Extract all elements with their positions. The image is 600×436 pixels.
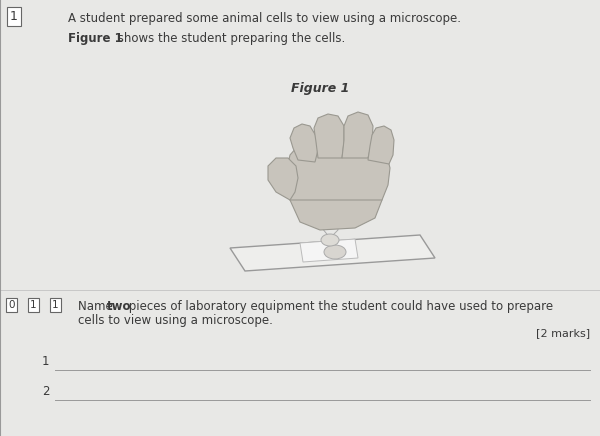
Text: two: two bbox=[107, 300, 131, 313]
Text: 1: 1 bbox=[30, 300, 37, 310]
Polygon shape bbox=[300, 239, 358, 262]
Text: pieces of laboratory equipment the student could have used to prepare: pieces of laboratory equipment the stude… bbox=[125, 300, 553, 313]
Text: A student prepared some animal cells to view using a microscope.: A student prepared some animal cells to … bbox=[68, 12, 461, 25]
Polygon shape bbox=[314, 114, 344, 158]
Text: 1: 1 bbox=[10, 10, 18, 23]
Text: 2: 2 bbox=[42, 385, 49, 398]
Text: [2 marks]: [2 marks] bbox=[536, 328, 590, 338]
Polygon shape bbox=[230, 235, 435, 271]
Text: Figure 1: Figure 1 bbox=[68, 32, 123, 45]
Text: 0: 0 bbox=[8, 300, 14, 310]
Text: shows the student preparing the cells.: shows the student preparing the cells. bbox=[114, 32, 345, 45]
Text: Figure 1: Figure 1 bbox=[291, 82, 349, 95]
Polygon shape bbox=[268, 158, 298, 200]
Text: 1: 1 bbox=[42, 355, 49, 368]
Polygon shape bbox=[322, 210, 338, 238]
Polygon shape bbox=[290, 165, 382, 230]
Text: 1: 1 bbox=[52, 300, 59, 310]
Polygon shape bbox=[285, 126, 390, 200]
Ellipse shape bbox=[321, 234, 339, 246]
Polygon shape bbox=[368, 126, 394, 164]
Polygon shape bbox=[290, 124, 318, 162]
Ellipse shape bbox=[324, 245, 346, 259]
Text: Name: Name bbox=[78, 300, 116, 313]
Polygon shape bbox=[342, 112, 373, 158]
Text: cells to view using a microscope.: cells to view using a microscope. bbox=[78, 314, 273, 327]
